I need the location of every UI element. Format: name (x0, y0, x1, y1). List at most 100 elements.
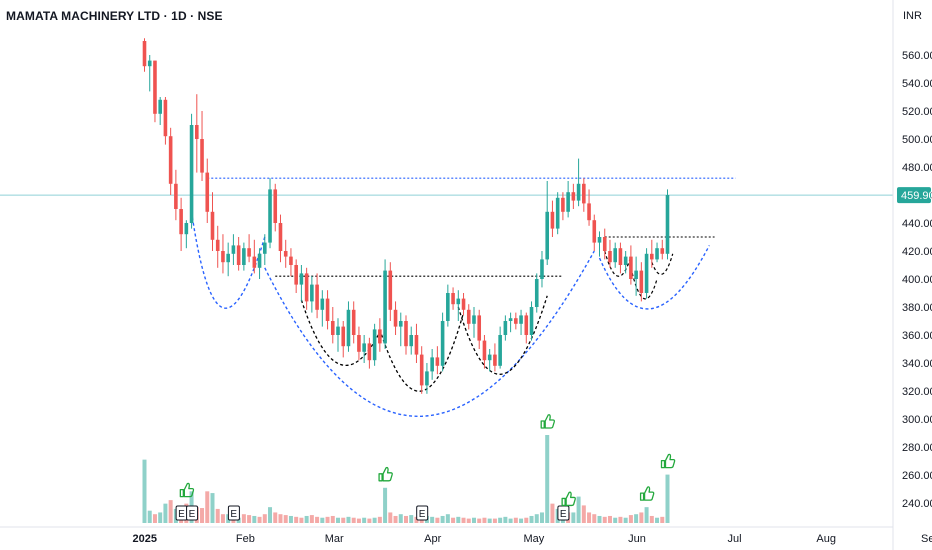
y-tick-label: 540.00 (902, 78, 932, 90)
volume-bar (147, 510, 152, 523)
candle-body (320, 298, 325, 310)
candle-body (514, 318, 518, 324)
candle-body (660, 248, 665, 254)
candle-body (430, 357, 434, 372)
y-tick-label: 520.00 (902, 106, 932, 118)
candle-body (341, 326, 346, 347)
candle-body (179, 209, 183, 235)
volume-bar (346, 516, 351, 523)
candle-body (153, 60, 157, 114)
volume-bar (539, 512, 544, 523)
volume-bar (142, 459, 147, 523)
candle-body (346, 309, 351, 347)
cup-curve-inner-4 (604, 250, 632, 277)
volume-bar (581, 505, 586, 523)
candle-body (351, 309, 356, 335)
volume-bar (325, 516, 330, 523)
volume-bar (618, 516, 623, 523)
volume-bar (660, 516, 665, 523)
candle-body (184, 223, 189, 235)
candle-body (221, 251, 225, 263)
earnings-badge[interactable] (227, 505, 240, 521)
candle-body (262, 242, 267, 254)
candle-body (315, 284, 319, 310)
volume-bar (299, 517, 304, 523)
y-tick-label: 360.00 (902, 330, 932, 342)
candle-body (330, 321, 335, 335)
y-tick-label: 340.00 (902, 358, 932, 370)
volume-bar (655, 517, 660, 523)
candle-body (268, 189, 272, 243)
volume-bar (503, 516, 508, 523)
candle-body (508, 318, 513, 321)
x-tick-label: Jun (628, 533, 646, 545)
x-tick-label: Aug (816, 533, 836, 545)
thumbs-up-icon (639, 486, 655, 501)
volume-bar (252, 515, 257, 523)
cup-curve-inner-3 (457, 295, 548, 375)
candle-body (414, 335, 419, 355)
volume-bar (383, 487, 388, 523)
last-price-tag (897, 187, 931, 204)
volume-bar (487, 518, 492, 523)
volume-bar (393, 515, 398, 523)
x-tick-label: 2025 (133, 533, 157, 545)
x-tick-label: Sep (921, 533, 932, 545)
volume-bar (571, 512, 576, 523)
candle-body (440, 321, 445, 366)
candle-body (419, 354, 424, 386)
thumbs-up-icon (179, 482, 195, 498)
volume-bar (168, 500, 173, 523)
cup-curve-inner-6 (651, 253, 674, 275)
candle-body (147, 60, 152, 67)
earnings-badge-letter: E (230, 509, 237, 520)
candle-body (566, 192, 570, 212)
candle-body (336, 326, 340, 335)
thumbs-up-icon (561, 491, 576, 507)
candle-body (195, 125, 199, 139)
candle-body (555, 197, 560, 229)
volume-bar (492, 518, 497, 523)
candle-body (587, 203, 591, 221)
candle-body (388, 270, 393, 310)
volume-bar (257, 516, 262, 523)
volume-bar (247, 515, 252, 523)
y-tick-label: 260.00 (902, 470, 932, 482)
earnings-badge[interactable] (416, 505, 429, 521)
volume-bar (367, 518, 372, 523)
cup-curve-left-small (190, 211, 266, 309)
volume-bar (628, 515, 633, 523)
x-tick-label: Apr (424, 533, 441, 545)
y-tick-label: 280.00 (902, 442, 932, 454)
candle-body (534, 279, 539, 307)
candle-body (325, 298, 330, 321)
volume-bar (200, 508, 205, 523)
candle-body (398, 321, 403, 327)
volume-bar (435, 517, 440, 523)
candle-body (435, 357, 440, 366)
candle-body (655, 248, 659, 260)
candle-body (592, 220, 597, 243)
volume-bar (268, 507, 273, 523)
x-tick-label: Mar (325, 533, 344, 545)
volume-bar (320, 517, 325, 523)
candle-body (472, 315, 476, 324)
volume-bar (607, 515, 612, 523)
candle-body (210, 211, 215, 240)
volume-bar (665, 474, 670, 523)
volume-bar (576, 496, 581, 523)
candle-body (608, 251, 612, 263)
candle-body (629, 256, 633, 279)
volume-bar (461, 517, 466, 523)
earnings-badge-letter: E (419, 509, 426, 520)
volume-bar (215, 508, 220, 523)
thumbs-up-icon (540, 414, 555, 429)
candle-layer (142, 38, 670, 394)
candle-body (618, 248, 623, 265)
volume-bar (241, 514, 246, 523)
volume-bar (356, 518, 361, 523)
earnings-badge[interactable] (186, 505, 199, 521)
volume-bar (205, 491, 210, 523)
volume-bar (430, 516, 435, 523)
